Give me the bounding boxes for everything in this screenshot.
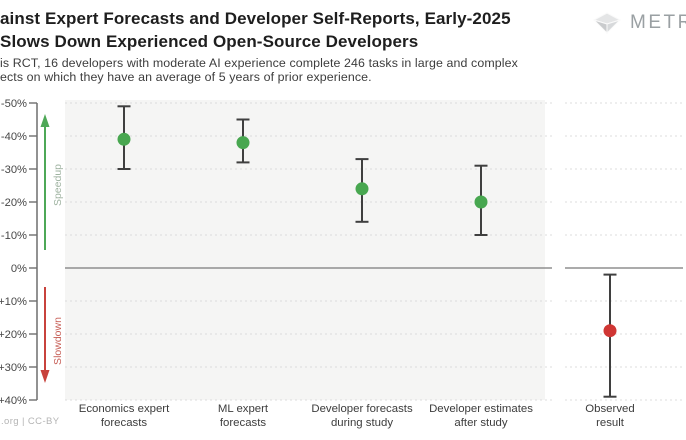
x-axis-label: Developer forecasts during study bbox=[311, 403, 413, 429]
speedup-arrow-head bbox=[40, 114, 50, 127]
subtitle-line1: is RCT, 16 developers with moderate AI e… bbox=[0, 56, 518, 70]
y-tick-label: -20% bbox=[1, 197, 27, 209]
page-title-line2: Slows Down Experienced Open-Source Devel… bbox=[0, 32, 419, 51]
y-tick-label: -30% bbox=[1, 164, 27, 176]
metr-gem-icon bbox=[592, 12, 622, 35]
y-tick-label: +10% bbox=[0, 296, 27, 308]
y-tick-label: +20% bbox=[0, 329, 27, 341]
x-axis-label: Developer estimates after study bbox=[429, 403, 533, 429]
data-point-dot bbox=[474, 195, 488, 209]
y-tick-label: 0% bbox=[11, 263, 27, 275]
y-tick-label: -50% bbox=[1, 98, 27, 110]
x-axis-label: Observed result bbox=[585, 403, 635, 429]
data-point-dot bbox=[117, 132, 131, 146]
slowdown-arrow-head bbox=[40, 370, 50, 383]
metr-logo: METR bbox=[591, 10, 686, 36]
y-tick-label: +30% bbox=[0, 362, 27, 374]
data-point-dot bbox=[603, 324, 617, 338]
x-axis-label: Economics expert forecasts bbox=[78, 403, 170, 429]
y-tick-label: +40% bbox=[0, 395, 27, 407]
attribution-text: .org | CC-BY bbox=[1, 416, 60, 427]
data-point-dot bbox=[236, 136, 250, 150]
data-point-dot bbox=[355, 182, 369, 196]
subtitle-line2: ects on which they have an average of 5 … bbox=[0, 70, 372, 84]
page-title-line1: ainst Expert Forecasts and Developer Sel… bbox=[0, 9, 511, 28]
x-axis-label: ML expert forecasts bbox=[217, 403, 269, 429]
metr-logo-text: METR bbox=[630, 12, 686, 33]
speedup-axis-label: Speedup bbox=[52, 164, 64, 206]
y-tick-label: -10% bbox=[1, 230, 27, 242]
plot-panel bbox=[65, 100, 545, 400]
y-tick-label: -40% bbox=[1, 131, 27, 143]
slowdown-axis-label: Slowdown bbox=[52, 317, 64, 365]
